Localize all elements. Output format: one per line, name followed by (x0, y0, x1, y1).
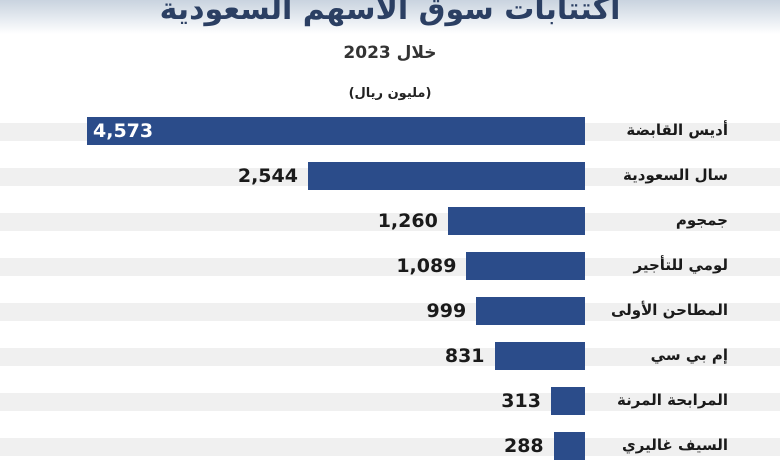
row-stripe (0, 393, 780, 411)
row-stripe (0, 258, 780, 276)
chart-subtitle: خلال 2023 (343, 43, 437, 63)
bar (87, 117, 585, 145)
category-label: المطاحن الأولى (610, 301, 728, 319)
bar (307, 162, 585, 190)
row-stripe (0, 213, 780, 231)
bar-value-label: 999 (426, 300, 467, 322)
category-label: المرابحة المرنة (617, 391, 728, 409)
bar (476, 297, 585, 325)
bar-row: 1,089 لومي للتأجير (0, 252, 780, 280)
category-label: سال السعودية (623, 166, 728, 184)
bar-row: 999 المطاحن الأولى (0, 297, 780, 325)
bar-value-label: 288 (503, 435, 544, 457)
category-label: السيف غاليري (622, 436, 728, 454)
row-stripe (0, 303, 780, 321)
bar-row: 313 المرابحة المرنة (0, 387, 780, 415)
unit-label: (مليون ريال) (348, 86, 432, 101)
chart-title: اكتتابات سوق الأسهم السعودية (159, 0, 621, 27)
category-label: أديس القابضة (626, 121, 728, 139)
bar (494, 342, 585, 370)
category-label: إم بي سي (650, 346, 728, 364)
bar-value-label: 2,544 (237, 165, 298, 187)
row-stripe (0, 348, 780, 366)
category-label: جمجوم (675, 211, 728, 229)
header-background (0, 0, 780, 34)
bar (466, 252, 585, 280)
bar-value-label: 4,573 (93, 120, 154, 142)
bar-value-label: 313 (501, 390, 541, 412)
bar-row: 4,573 أديس القابضة (0, 117, 780, 145)
bar-value-label: 1,260 (377, 210, 438, 232)
bar-row: 2,544 سال السعودية (0, 162, 780, 190)
bar-row: 831 إم بي سي (0, 342, 780, 370)
bar (447, 207, 585, 235)
bar-row: 288 السيف غاليري (0, 432, 780, 460)
bar-row: 1,260 جمجوم (0, 207, 780, 235)
bar-value-label: 831 (444, 345, 485, 367)
row-stripe (0, 438, 780, 456)
bar-value-label: 1,089 (396, 255, 457, 277)
category-label: لومي للتأجير (633, 256, 729, 274)
bar (550, 387, 585, 415)
bar (553, 432, 585, 460)
